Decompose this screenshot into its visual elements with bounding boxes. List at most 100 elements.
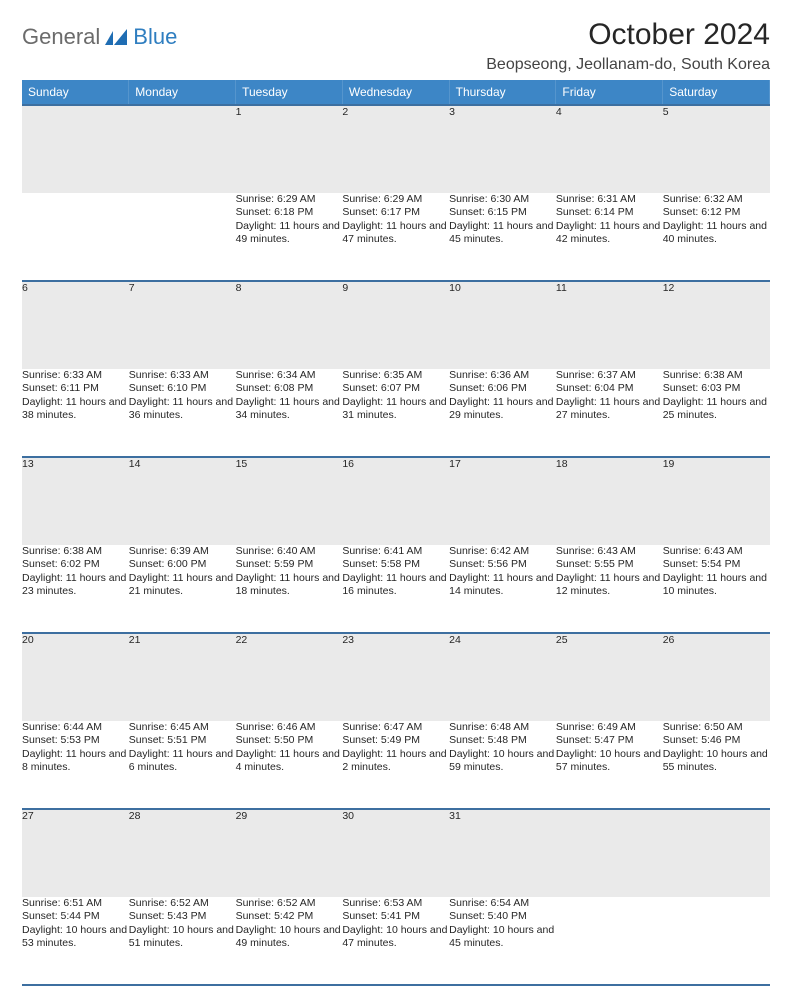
sunrise-line: Sunrise: 6:50 AM	[663, 721, 770, 734]
sunset-line: Sunset: 5:44 PM	[22, 910, 129, 923]
daylight-line: Daylight: 11 hours and 14 minutes.	[449, 572, 556, 599]
month-title: October 2024	[486, 18, 770, 52]
week-daynum-row: 6789101112	[22, 281, 770, 369]
daylight-line: Daylight: 11 hours and 40 minutes.	[663, 220, 770, 247]
day-number-cell: 31	[449, 809, 556, 897]
weekday-header: Monday	[129, 80, 236, 105]
sunset-line: Sunset: 6:07 PM	[342, 382, 449, 395]
brand-logo: General Blue	[22, 24, 177, 50]
day-number-cell: 30	[342, 809, 449, 897]
sunset-line: Sunset: 5:40 PM	[449, 910, 556, 923]
daylight-line: Daylight: 10 hours and 49 minutes.	[236, 924, 343, 951]
day-number-cell: 7	[129, 281, 236, 369]
sunrise-line: Sunrise: 6:52 AM	[129, 897, 236, 910]
day-info-cell: Sunrise: 6:40 AMSunset: 5:59 PMDaylight:…	[236, 545, 343, 633]
daylight-line: Daylight: 10 hours and 57 minutes.	[556, 748, 663, 775]
brand-part2: Blue	[133, 24, 177, 50]
sunset-line: Sunset: 5:41 PM	[342, 910, 449, 923]
day-info-cell: Sunrise: 6:32 AMSunset: 6:12 PMDaylight:…	[663, 193, 770, 281]
daylight-line: Daylight: 11 hours and 25 minutes.	[663, 396, 770, 423]
day-number-cell: 20	[22, 633, 129, 721]
sunset-line: Sunset: 6:18 PM	[236, 206, 343, 219]
day-number-cell: 10	[449, 281, 556, 369]
day-info-cell: Sunrise: 6:42 AMSunset: 5:56 PMDaylight:…	[449, 545, 556, 633]
sunrise-line: Sunrise: 6:39 AM	[129, 545, 236, 558]
day-info-cell: Sunrise: 6:31 AMSunset: 6:14 PMDaylight:…	[556, 193, 663, 281]
day-number-cell: 27	[22, 809, 129, 897]
calendar-table: SundayMondayTuesdayWednesdayThursdayFrid…	[22, 80, 770, 986]
sunrise-line: Sunrise: 6:33 AM	[129, 369, 236, 382]
sunrise-line: Sunrise: 6:45 AM	[129, 721, 236, 734]
daylight-line: Daylight: 11 hours and 47 minutes.	[342, 220, 449, 247]
sunrise-line: Sunrise: 6:34 AM	[236, 369, 343, 382]
sunrise-line: Sunrise: 6:38 AM	[663, 369, 770, 382]
day-number-cell: 2	[342, 105, 449, 193]
day-info-cell: Sunrise: 6:35 AMSunset: 6:07 PMDaylight:…	[342, 369, 449, 457]
daylight-line: Daylight: 11 hours and 45 minutes.	[449, 220, 556, 247]
day-number-cell: 18	[556, 457, 663, 545]
day-info-cell	[22, 193, 129, 281]
sunset-line: Sunset: 5:43 PM	[129, 910, 236, 923]
daylight-line: Daylight: 11 hours and 8 minutes.	[22, 748, 129, 775]
day-info-cell: Sunrise: 6:43 AMSunset: 5:54 PMDaylight:…	[663, 545, 770, 633]
sunrise-line: Sunrise: 6:47 AM	[342, 721, 449, 734]
daylight-line: Daylight: 10 hours and 59 minutes.	[449, 748, 556, 775]
day-info-cell: Sunrise: 6:39 AMSunset: 6:00 PMDaylight:…	[129, 545, 236, 633]
day-info-cell: Sunrise: 6:52 AMSunset: 5:42 PMDaylight:…	[236, 897, 343, 985]
sunset-line: Sunset: 5:55 PM	[556, 558, 663, 571]
week-info-row: Sunrise: 6:38 AMSunset: 6:02 PMDaylight:…	[22, 545, 770, 633]
daylight-line: Daylight: 10 hours and 53 minutes.	[22, 924, 129, 951]
sunrise-line: Sunrise: 6:49 AM	[556, 721, 663, 734]
day-number-cell: 21	[129, 633, 236, 721]
day-number-cell: 8	[236, 281, 343, 369]
sunrise-line: Sunrise: 6:32 AM	[663, 193, 770, 206]
sunrise-line: Sunrise: 6:38 AM	[22, 545, 129, 558]
sunrise-line: Sunrise: 6:51 AM	[22, 897, 129, 910]
daylight-line: Daylight: 10 hours and 47 minutes.	[342, 924, 449, 951]
day-info-cell: Sunrise: 6:29 AMSunset: 6:18 PMDaylight:…	[236, 193, 343, 281]
day-info-cell: Sunrise: 6:53 AMSunset: 5:41 PMDaylight:…	[342, 897, 449, 985]
daylight-line: Daylight: 11 hours and 6 minutes.	[129, 748, 236, 775]
daylight-line: Daylight: 11 hours and 34 minutes.	[236, 396, 343, 423]
day-info-cell: Sunrise: 6:44 AMSunset: 5:53 PMDaylight:…	[22, 721, 129, 809]
sunrise-line: Sunrise: 6:31 AM	[556, 193, 663, 206]
sunrise-line: Sunrise: 6:29 AM	[236, 193, 343, 206]
day-info-cell: Sunrise: 6:45 AMSunset: 5:51 PMDaylight:…	[129, 721, 236, 809]
day-info-cell: Sunrise: 6:49 AMSunset: 5:47 PMDaylight:…	[556, 721, 663, 809]
daylight-line: Daylight: 11 hours and 18 minutes.	[236, 572, 343, 599]
daylight-line: Daylight: 11 hours and 49 minutes.	[236, 220, 343, 247]
day-info-cell: Sunrise: 6:48 AMSunset: 5:48 PMDaylight:…	[449, 721, 556, 809]
sunset-line: Sunset: 6:15 PM	[449, 206, 556, 219]
day-info-cell: Sunrise: 6:46 AMSunset: 5:50 PMDaylight:…	[236, 721, 343, 809]
sunrise-line: Sunrise: 6:35 AM	[342, 369, 449, 382]
sunset-line: Sunset: 5:48 PM	[449, 734, 556, 747]
sunset-line: Sunset: 5:51 PM	[129, 734, 236, 747]
sunrise-line: Sunrise: 6:54 AM	[449, 897, 556, 910]
day-number-cell	[556, 809, 663, 897]
day-number-cell: 25	[556, 633, 663, 721]
sunset-line: Sunset: 5:58 PM	[342, 558, 449, 571]
weekday-header: Tuesday	[236, 80, 343, 105]
daylight-line: Daylight: 11 hours and 27 minutes.	[556, 396, 663, 423]
sunset-line: Sunset: 6:02 PM	[22, 558, 129, 571]
sunset-line: Sunset: 6:11 PM	[22, 382, 129, 395]
sunrise-line: Sunrise: 6:44 AM	[22, 721, 129, 734]
day-number-cell: 23	[342, 633, 449, 721]
sunset-line: Sunset: 6:03 PM	[663, 382, 770, 395]
sunrise-line: Sunrise: 6:42 AM	[449, 545, 556, 558]
daylight-line: Daylight: 10 hours and 55 minutes.	[663, 748, 770, 775]
week-info-row: Sunrise: 6:44 AMSunset: 5:53 PMDaylight:…	[22, 721, 770, 809]
day-info-cell: Sunrise: 6:43 AMSunset: 5:55 PMDaylight:…	[556, 545, 663, 633]
week-daynum-row: 13141516171819	[22, 457, 770, 545]
daylight-line: Daylight: 11 hours and 10 minutes.	[663, 572, 770, 599]
sunset-line: Sunset: 5:53 PM	[22, 734, 129, 747]
day-info-cell: Sunrise: 6:54 AMSunset: 5:40 PMDaylight:…	[449, 897, 556, 985]
day-info-cell: Sunrise: 6:36 AMSunset: 6:06 PMDaylight:…	[449, 369, 556, 457]
daylight-line: Daylight: 11 hours and 21 minutes.	[129, 572, 236, 599]
sunrise-line: Sunrise: 6:53 AM	[342, 897, 449, 910]
day-number-cell: 3	[449, 105, 556, 193]
brand-flag-icon	[105, 27, 129, 47]
week-daynum-row: 12345	[22, 105, 770, 193]
daylight-line: Daylight: 11 hours and 31 minutes.	[342, 396, 449, 423]
week-daynum-row: 20212223242526	[22, 633, 770, 721]
